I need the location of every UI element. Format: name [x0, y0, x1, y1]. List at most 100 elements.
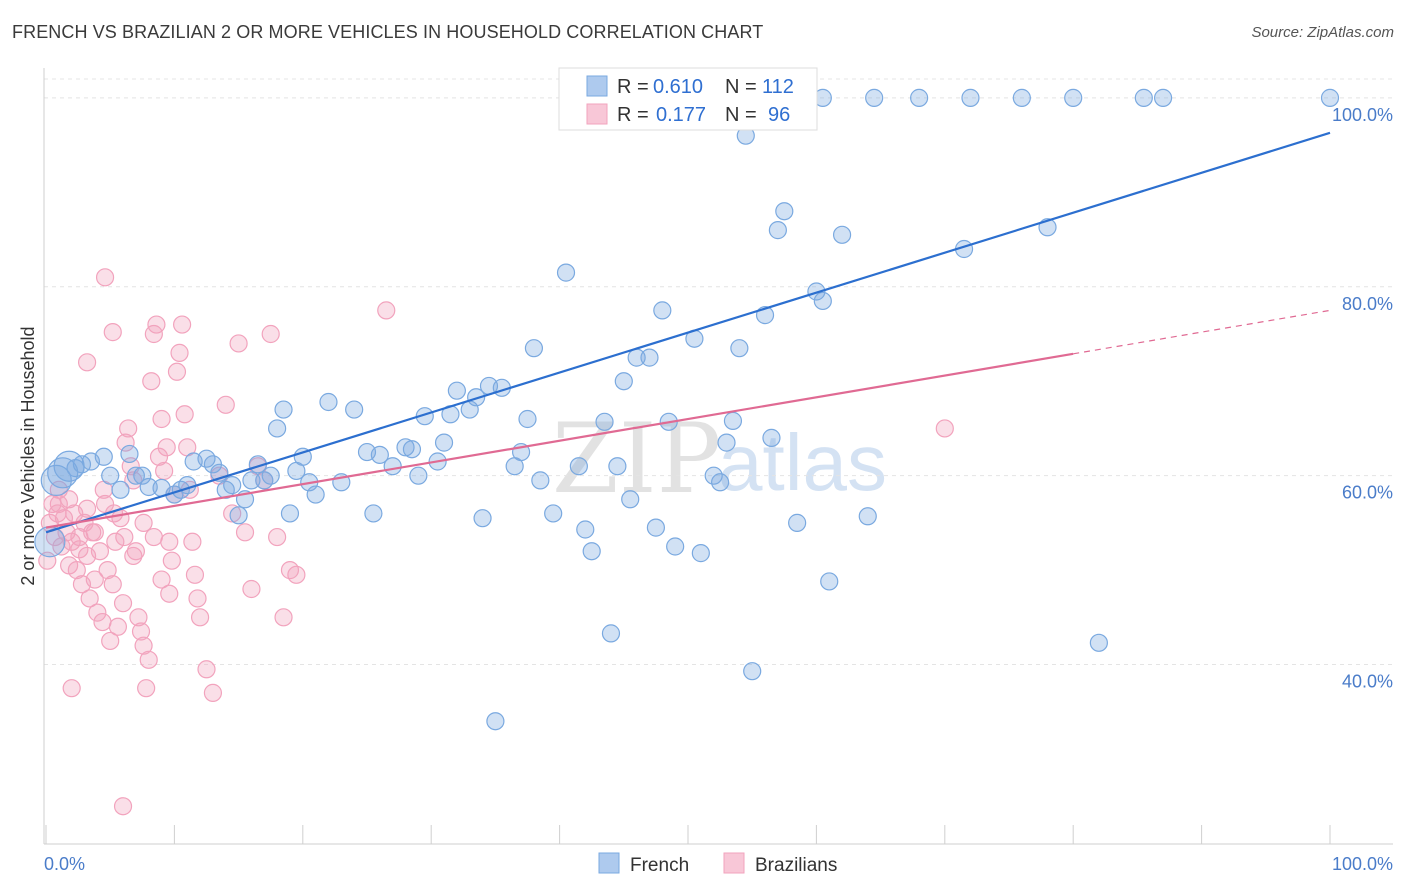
- french-point-88: [762, 428, 781, 447]
- brazilians-point-26: [103, 575, 122, 594]
- brazilians-point-30: [113, 594, 133, 613]
- brazilians-point-28: [108, 617, 128, 636]
- french-trendline: [45, 131, 1331, 534]
- french-point-67: [595, 412, 614, 431]
- y-tick-label-100: 100.0%: [1332, 105, 1393, 125]
- brazilians-point-90: [115, 527, 134, 547]
- watermark-atlas: atlas: [718, 418, 887, 507]
- french-point-32: [280, 504, 300, 523]
- brazilians-point-58: [185, 565, 205, 584]
- french-point-109: [1320, 88, 1340, 107]
- brazilians-point-94: [152, 570, 171, 589]
- brazilians-point-20: [88, 603, 107, 622]
- french-point-71: [621, 490, 640, 509]
- brazilians-point-22: [93, 612, 112, 632]
- brazilians-point-37: [131, 622, 151, 641]
- brazilians-point-78: [95, 268, 115, 287]
- brazilians-point-21: [90, 542, 110, 561]
- y-axis-label: 2 or more Vehicles in Household: [18, 326, 38, 585]
- brazilians-point-85: [70, 540, 89, 559]
- brazilians-point-73: [274, 608, 293, 627]
- french-point-84: [730, 339, 749, 358]
- brazilians-point-25: [101, 631, 120, 651]
- chart-title: FRENCH VS BRAZILIAN 2 OR MORE VEHICLES I…: [12, 22, 764, 42]
- french-point-79: [691, 544, 710, 563]
- french-point-83: [723, 411, 743, 430]
- brazilians-point-32: [119, 419, 138, 438]
- legend-brazilians-n-value: 96: [768, 104, 790, 126]
- french-point-63: [556, 263, 576, 282]
- brazilians-point-61: [197, 660, 216, 679]
- french-point-100: [910, 88, 929, 107]
- brazilians-point-76: [377, 301, 396, 320]
- brazilians-point-35: [126, 542, 145, 561]
- french-point-60: [524, 339, 544, 358]
- brazilians-point-24: [98, 561, 117, 580]
- brazilians-point-38: [134, 636, 153, 655]
- y-tick-label-60: 60.0%: [1342, 483, 1393, 503]
- brazilians-point-31: [116, 433, 135, 452]
- brazilians-point-81: [62, 679, 81, 698]
- french-point-108: [1153, 88, 1173, 107]
- brazilians-point-52: [170, 343, 189, 362]
- y-tick-labels: 40.0% 60.0% 80.0% 100.0%: [1332, 105, 1393, 692]
- brazilians-point-36: [129, 608, 148, 627]
- french-point-24: [229, 506, 248, 525]
- french-point-43: [383, 457, 402, 476]
- brazilians-point-48: [160, 532, 179, 551]
- french-point-90: [775, 202, 794, 221]
- brazilians-point-27: [106, 532, 125, 551]
- bottom-legend-swatch-brazilians: [723, 852, 745, 874]
- legend-french-r-value: 0.610: [653, 76, 703, 98]
- legend-brazilians-r-label: R =: [617, 104, 649, 126]
- french-point-66: [582, 542, 601, 561]
- brazilians-point-87: [85, 523, 104, 542]
- brazilians-point-47: [157, 438, 176, 457]
- french-point-93: [813, 291, 832, 311]
- brazilians-point-41: [142, 372, 161, 391]
- french-point-80: [704, 466, 723, 485]
- brazilians-point-75: [287, 565, 306, 584]
- brazilians-point-84: [60, 556, 79, 575]
- brazilians-point-66: [229, 334, 248, 353]
- french-point-9: [111, 480, 130, 499]
- french-point-75: [653, 301, 672, 320]
- french-point-45: [402, 440, 422, 459]
- french-point-54: [473, 509, 492, 528]
- french-point-42: [370, 445, 389, 464]
- brazilians-point-68: [242, 579, 261, 599]
- french-point-94: [820, 572, 839, 591]
- watermark-zip: ZIP: [552, 403, 721, 515]
- legend-french-n-value: 112: [762, 76, 794, 98]
- x-tick-label-max: 100.0%: [1332, 854, 1393, 874]
- french-point-73: [640, 348, 659, 367]
- french-point-41: [364, 504, 383, 523]
- brazilians-point-91: [124, 546, 143, 566]
- bottom-legend-brazilians: Brazilians: [755, 855, 837, 876]
- legend-swatch-brazilians: [586, 103, 608, 125]
- french-point-89: [768, 221, 787, 240]
- french-point-82: [717, 433, 736, 452]
- brazilians-point-57: [183, 532, 202, 551]
- brazilians-point-80: [113, 797, 133, 816]
- brazilians-point-60: [190, 608, 210, 627]
- french-point-74: [646, 518, 666, 537]
- french-point-7: [94, 447, 113, 466]
- legend-swatch-french: [586, 75, 608, 97]
- french-point-23: [223, 476, 242, 495]
- brazilians-point-71: [261, 324, 280, 344]
- brazilians-point-93: [144, 527, 163, 547]
- bottom-legend-swatch-french: [598, 852, 620, 874]
- brazilians-point-9: [60, 490, 79, 509]
- french-point-44: [396, 438, 415, 457]
- brazilians-point-40: [139, 650, 158, 669]
- french-point-26: [242, 471, 261, 490]
- brazilians-point-83: [49, 494, 68, 514]
- brazilians-point-44: [149, 447, 169, 466]
- legend: R = 0.610 N = 112 R = 0.177 N = 96: [558, 67, 818, 131]
- french-point-61: [531, 471, 550, 490]
- source-note: Source: ZipAtlas.com: [1251, 24, 1394, 41]
- brazilians-trendline-extension: [1073, 309, 1331, 355]
- french-point-59: [518, 409, 537, 429]
- brazilians-trendline: [45, 352, 1074, 529]
